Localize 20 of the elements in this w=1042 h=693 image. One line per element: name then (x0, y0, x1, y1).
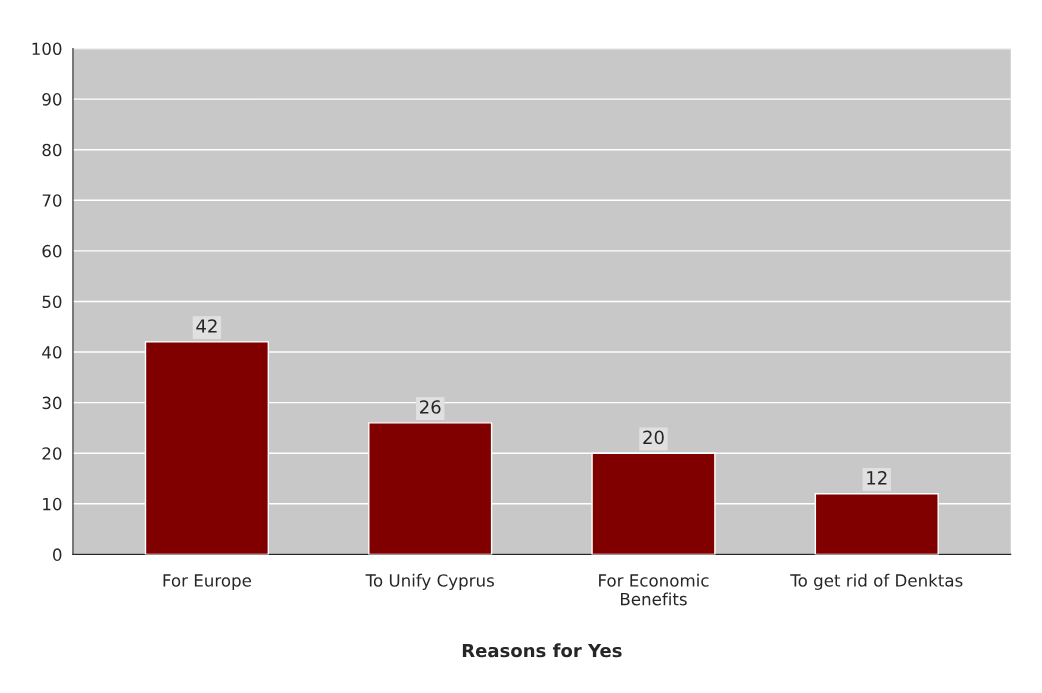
y-tick-label: 50 (42, 295, 62, 309)
x-tick-label: To get rid of Denktas (790, 573, 963, 590)
y-tick-label: 100 (32, 42, 62, 56)
data-label: 26 (420, 400, 441, 414)
y-tick-label: 60 (42, 244, 62, 258)
y-tick-label: 70 (42, 194, 62, 207)
data-label: 42 (196, 319, 217, 333)
x-axis-title: Reasons for Yes (462, 643, 622, 658)
y-tick-label: 40 (42, 346, 62, 359)
x-tick-label: For Economic Benefits (599, 573, 709, 606)
y-tick-label: 80 (42, 143, 62, 157)
y-tick-label: 90 (42, 93, 62, 106)
x-tick-label: For Europe (163, 574, 251, 590)
y-tick-label: 20 (42, 447, 62, 460)
y-tick-label: 30 (42, 396, 62, 410)
data-label: 12 (867, 470, 887, 485)
data-label: 20 (643, 430, 664, 445)
y-tick-label: 10 (43, 497, 62, 511)
y-tick-label: 0 (53, 548, 62, 561)
x-tick-label: To Unify Cyprus (365, 573, 494, 590)
